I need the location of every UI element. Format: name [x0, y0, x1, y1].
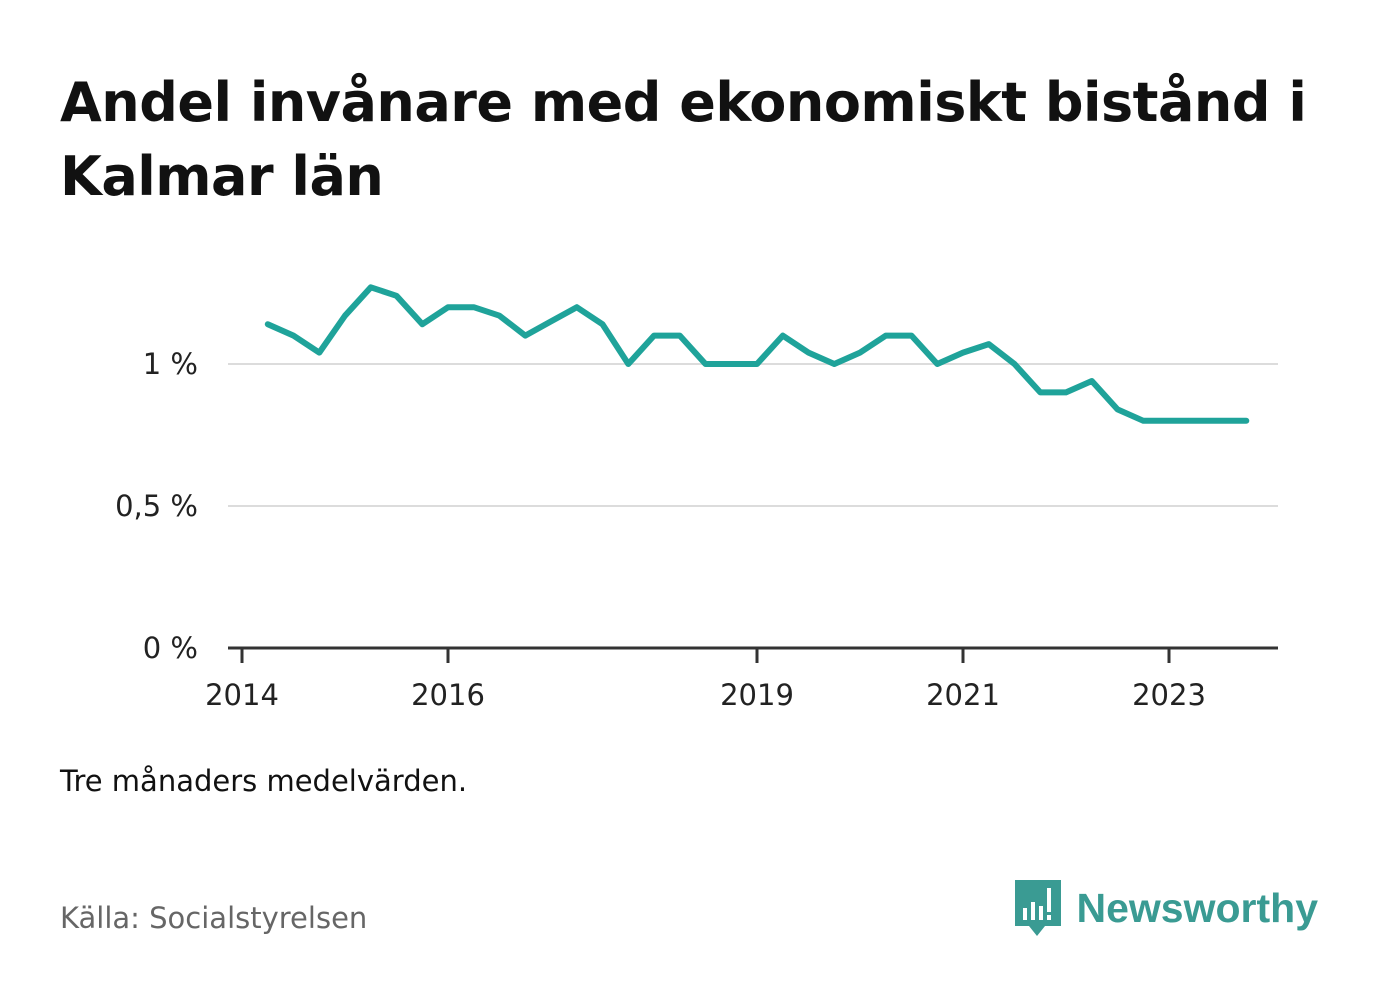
y-tick-label: 0,5 %	[115, 489, 198, 523]
series-line	[264, 284, 1250, 424]
x-tick-label: 2021	[926, 678, 1000, 712]
brand-name: Newsworthy	[1076, 884, 1319, 931]
chart-note: Tre månaders medelvärden.	[60, 764, 468, 798]
line-chart: 0 % 0,5 % 1 % 2014 2016 2019 2021 2023	[115, 284, 1278, 712]
y-tick-label: 1 %	[143, 347, 198, 381]
x-axis-ticks: 2014 2016 2019 2021 2023	[205, 648, 1206, 712]
y-tick-label: 0 %	[143, 631, 198, 665]
chart-title: Andel invånare med ekonomiskt bistånd i …	[60, 71, 1307, 208]
newsworthy-logo[interactable]: Newsworthy	[1013, 878, 1319, 938]
bar-chart-speech-bubble-icon	[1014, 880, 1061, 936]
gridlines	[228, 363, 1278, 507]
y-axis-tick-labels: 0 % 0,5 % 1 %	[115, 347, 198, 665]
x-tick-label: 2014	[205, 678, 279, 712]
x-tick-label: 2016	[411, 678, 485, 712]
source-credit: Källa: Socialstyrelsen	[60, 901, 368, 935]
x-tick-label: 2019	[720, 678, 794, 712]
x-tick-label: 2023	[1132, 678, 1206, 712]
